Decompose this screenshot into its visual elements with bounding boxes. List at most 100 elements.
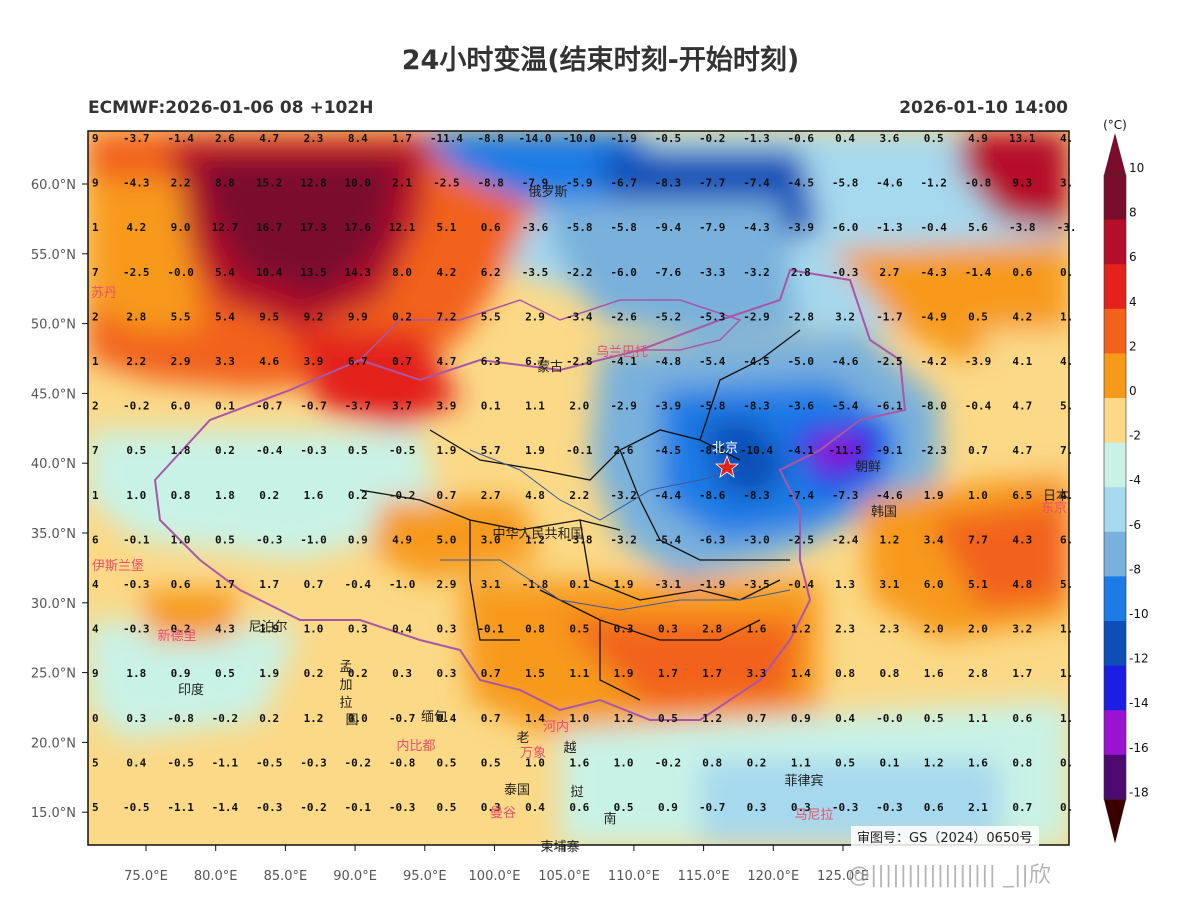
grid-value: 14.3 — [345, 266, 372, 279]
grid-value: 3.7 — [392, 400, 412, 413]
colorbar-tick-label: -12 — [1129, 652, 1149, 666]
grid-value: -5.8 — [832, 177, 859, 190]
grid-value: 0.7 — [436, 489, 456, 502]
grid-value: 7 — [92, 444, 99, 457]
grid-value: 2.0 — [924, 623, 944, 636]
grid-value: 2.1 — [968, 801, 988, 814]
grid-value: -11.5 — [829, 444, 862, 457]
grid-value: 2.6 — [614, 444, 634, 457]
grid-value: 0.5 — [436, 801, 456, 814]
place-label-mongolia: 蒙古 — [537, 360, 563, 375]
province-lines — [359, 329, 801, 701]
grid-value: 4.6 — [259, 355, 279, 368]
grid-value: 0.8 — [171, 489, 191, 502]
grid-value: 0.3 — [348, 623, 368, 636]
grid-value: -5.3 — [699, 310, 726, 323]
grid-value: -10.0 — [563, 132, 596, 145]
grid-value: 0.4 — [835, 132, 855, 145]
grid-value: 1 — [92, 221, 99, 234]
grid-value: 2.8 — [791, 266, 811, 279]
colorbar-tick-label: 8 — [1129, 206, 1137, 220]
grid-value: 1.3 — [835, 578, 855, 591]
grid-value: -7.9 — [699, 221, 726, 234]
grid-value: 0.1 — [879, 756, 899, 769]
grid-value: -5.8 — [610, 221, 637, 234]
grid-value: 0.2 — [392, 310, 412, 323]
grid-value: 9 — [92, 177, 99, 190]
grid-value: -3.8 — [566, 533, 593, 546]
place-label-china: 中华人民共和国 — [492, 527, 583, 542]
grid-value: -8.0 — [920, 400, 947, 413]
place-label-bangladesh-1: 孟 — [339, 660, 352, 675]
grid-value: 4. — [1060, 132, 1073, 145]
place-label-islamabad: 伊斯兰堡 — [92, 558, 144, 574]
grid-value: 4.7 — [1012, 400, 1032, 413]
grid-value: -0.0 — [167, 266, 194, 279]
grid-value: -11.4 — [430, 132, 463, 145]
grid-value: 15.2 — [256, 177, 283, 190]
colorbar-swatch — [1104, 531, 1126, 577]
grid-value: 0.7 — [392, 355, 412, 368]
grid-value: -0.3 — [832, 801, 859, 814]
colorbar-tick-label: 6 — [1129, 250, 1137, 264]
watermark: @||||||||||||||||| _||欣 — [848, 863, 1051, 888]
grid-value: 0.9 — [658, 801, 678, 814]
grid-value: -0.4 — [788, 578, 815, 591]
grid-value: 2 — [92, 400, 99, 413]
grid-value: 6.0 — [171, 400, 191, 413]
grid-value: 0.5 — [968, 310, 988, 323]
grid-value: -3.1 — [655, 578, 682, 591]
grid-value: -9.1 — [876, 444, 903, 457]
grid-value: 1.9 — [259, 623, 279, 636]
grid-value: 1 — [92, 355, 99, 368]
grid-value: -3.7 — [345, 400, 372, 413]
place-label-bangladesh-3: 拉 — [339, 696, 352, 711]
place-label-nepal: 尼泊尔 — [248, 620, 287, 635]
grid-value: 7.2 — [436, 310, 456, 323]
grid-value: -0.5 — [256, 756, 283, 769]
grid-value: 0.8 — [702, 756, 722, 769]
grid-value: -8.3 — [655, 177, 682, 190]
grid-value: 1.0 — [126, 489, 146, 502]
grid-value: -0.1 — [477, 623, 504, 636]
grid-value: -3.4 — [566, 310, 593, 323]
grid-value: 2.3 — [304, 132, 324, 145]
grid-value: 1.9 — [924, 489, 944, 502]
grid-value: 4.2 — [436, 266, 456, 279]
place-label-hanoi: 河内 — [543, 719, 569, 735]
grid-value: 0.0 — [348, 712, 368, 725]
grid-value: 0.1 — [481, 400, 501, 413]
grid-value: -2.9 — [743, 310, 770, 323]
lon-tick-label: 80.0°E — [194, 869, 238, 884]
grid-value: 2.3 — [879, 623, 899, 636]
grid-value: 0.2 — [348, 667, 368, 680]
place-label-kazakhstan-city: 苏丹 — [91, 285, 117, 301]
colorbar-tick-label: -10 — [1129, 607, 1149, 621]
grid-value: 0.6 — [569, 801, 589, 814]
colorbar-outline — [1103, 174, 1127, 800]
grid-value: 0.6 — [1012, 266, 1032, 279]
grid-value: 4.9 — [392, 533, 412, 546]
latitude-axis: 60.0°N 55.0°N 50.0°N 45.0°N 40.0°N 35.0°N 30.0… — [31, 178, 88, 821]
place-label-vientiane: 万象 — [520, 746, 546, 761]
grid-value: 0.3 — [747, 801, 767, 814]
colorbar-swatch — [1104, 219, 1126, 265]
grid-value: 2.8 — [702, 623, 722, 636]
grid-value: -3.2 — [610, 489, 637, 502]
grid-value: 2.3 — [835, 623, 855, 636]
grid-value: 0.8 — [835, 667, 855, 680]
grid-value: 3.6 — [879, 132, 899, 145]
map-review-number: 审图号：GS（2024）0650号 — [851, 826, 1039, 847]
grid-value: -3.9 — [788, 221, 815, 234]
grid-value: -0.3 — [123, 623, 150, 636]
grid-value: -4.3 — [123, 177, 150, 190]
grid-value: 0.5 — [924, 132, 944, 145]
grid-value: 7.7 — [968, 533, 988, 546]
grid-value: -0.8 — [965, 177, 992, 190]
grid-value: 6.5 — [1012, 489, 1032, 502]
grid-value: 4 — [92, 578, 99, 591]
grid-value: 1.2 — [879, 533, 899, 546]
grid-value: -2.5 — [123, 266, 150, 279]
grid-value: 1.0 — [569, 712, 589, 725]
grid-value: -10.4 — [740, 444, 773, 457]
